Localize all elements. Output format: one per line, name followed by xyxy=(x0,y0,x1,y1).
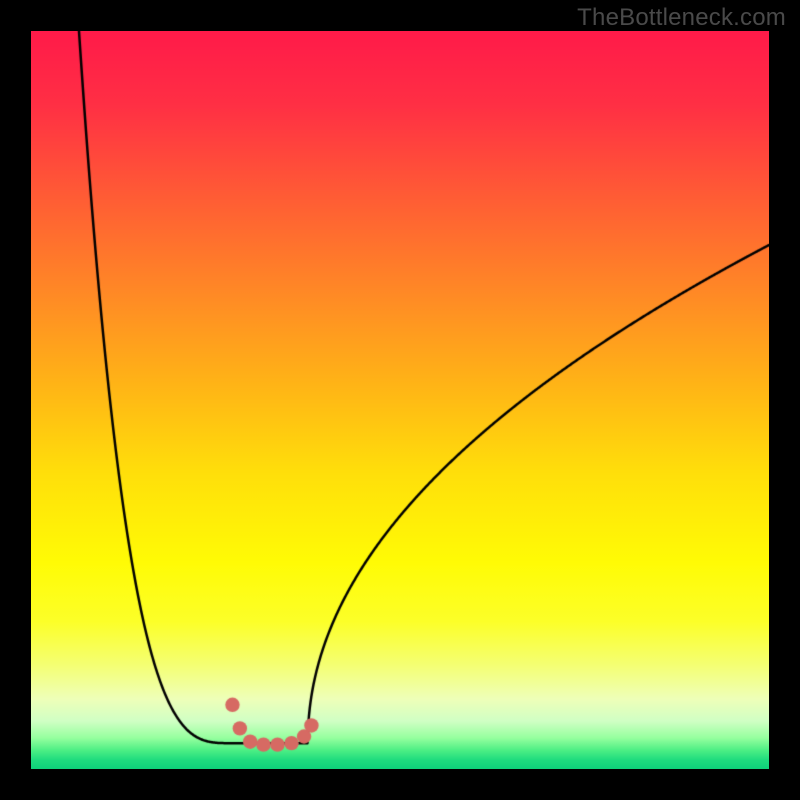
plot-area xyxy=(31,31,769,769)
chart-stage: TheBottleneck.com xyxy=(0,0,800,800)
bottleneck-curve xyxy=(31,31,769,769)
watermark-text: TheBottleneck.com xyxy=(577,4,786,32)
